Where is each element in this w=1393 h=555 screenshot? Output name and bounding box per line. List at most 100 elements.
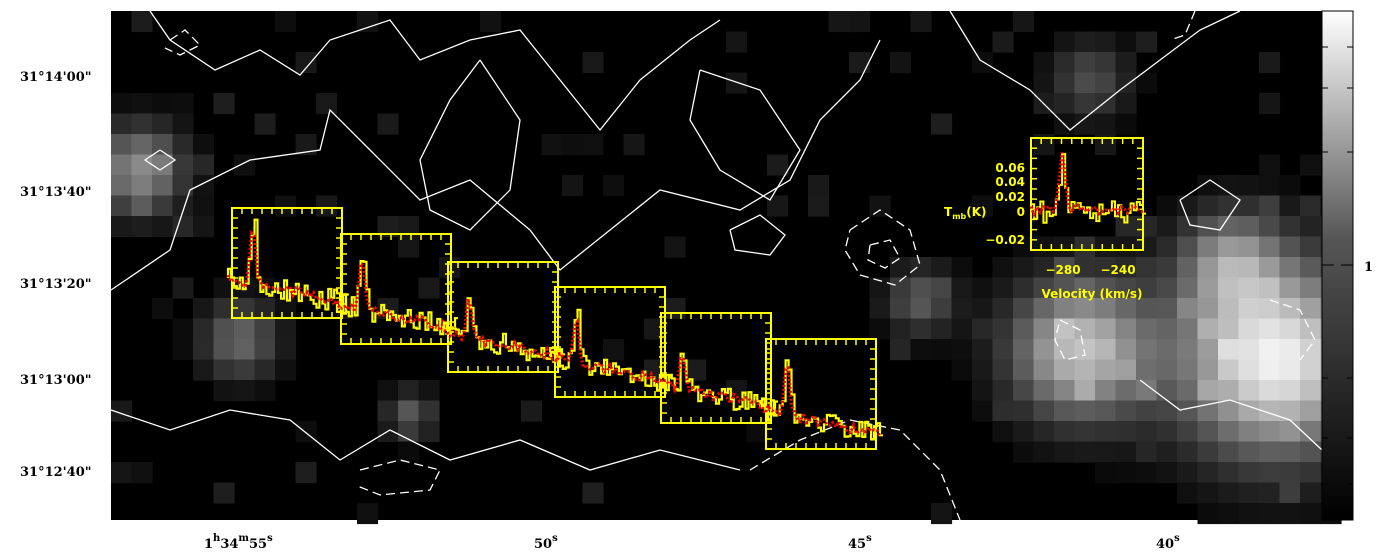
map-pixel bbox=[1033, 400, 1055, 422]
map-pixel bbox=[931, 257, 953, 279]
map-pixel bbox=[582, 52, 604, 74]
map-pixel bbox=[1197, 380, 1219, 402]
map-pixel bbox=[1218, 257, 1240, 279]
map-pixel bbox=[951, 257, 973, 279]
map-pixel bbox=[1054, 339, 1076, 361]
inset-xtick-1: −280 bbox=[1045, 263, 1080, 277]
map-pixel bbox=[972, 298, 994, 320]
inset-ytick-5: −0.02 bbox=[985, 233, 1025, 247]
map-pixel bbox=[951, 339, 973, 361]
contour-line bbox=[1169, 10, 1196, 41]
map-pixel bbox=[1259, 175, 1281, 197]
map-pixel bbox=[849, 52, 871, 74]
map-pixel bbox=[1259, 503, 1281, 525]
map-pixel bbox=[131, 175, 153, 197]
map-pixel bbox=[275, 195, 297, 217]
map-pixel bbox=[1279, 236, 1301, 258]
map-pixel bbox=[1054, 421, 1076, 443]
map-pixel bbox=[1300, 236, 1322, 258]
map-pixel bbox=[1095, 277, 1117, 299]
map-pixel bbox=[1095, 31, 1117, 53]
map-pixel bbox=[1136, 298, 1158, 320]
map-pixel bbox=[1279, 482, 1301, 504]
dec-tick-4: 31°13'00" bbox=[20, 373, 92, 388]
map-pixel bbox=[1115, 359, 1137, 381]
map-pixel bbox=[1074, 257, 1096, 279]
map-pixel bbox=[1054, 93, 1076, 115]
map-pixel bbox=[1218, 339, 1240, 361]
map-pixel bbox=[1197, 400, 1219, 422]
inset-xtick-2: −240 bbox=[1100, 263, 1135, 277]
spectrum-panel bbox=[760, 338, 883, 450]
map-pixel bbox=[398, 441, 420, 463]
map-pixel bbox=[1300, 441, 1322, 463]
map-pixel bbox=[1197, 462, 1219, 484]
map-pixel bbox=[1279, 216, 1301, 238]
map-pixel bbox=[152, 298, 174, 320]
map-pixel bbox=[1115, 72, 1137, 94]
map-pixel bbox=[1013, 257, 1035, 279]
map-pixel bbox=[275, 339, 297, 361]
map-pixel bbox=[869, 277, 891, 299]
contour-line bbox=[749, 419, 961, 521]
map-pixel bbox=[1033, 134, 1055, 156]
map-pixel bbox=[910, 11, 932, 33]
map-pixel bbox=[1238, 216, 1260, 238]
map-pixel bbox=[726, 72, 748, 94]
map-pixel bbox=[1095, 400, 1117, 422]
map-pixel bbox=[972, 400, 994, 422]
map-pixel bbox=[1033, 236, 1055, 258]
map-pixel bbox=[1013, 318, 1035, 340]
map-pixel bbox=[152, 93, 174, 115]
map-pixel bbox=[1177, 462, 1199, 484]
map-pixel bbox=[1074, 441, 1096, 463]
map-pixel bbox=[1218, 462, 1240, 484]
map-pixel bbox=[1115, 113, 1137, 135]
map-pixel bbox=[1115, 318, 1137, 340]
inset-ytick-3: 0.02 bbox=[995, 190, 1025, 204]
map-pixel bbox=[172, 277, 194, 299]
map-pixel bbox=[1197, 195, 1219, 217]
map-pixel bbox=[1300, 277, 1322, 299]
map-pixel bbox=[193, 359, 215, 381]
map-pixel bbox=[1238, 277, 1260, 299]
map-pixel bbox=[664, 236, 686, 258]
map-pixel bbox=[131, 216, 153, 238]
map-pixel bbox=[377, 400, 399, 422]
map-pixel bbox=[1300, 318, 1322, 340]
map-pixel bbox=[1279, 175, 1301, 197]
map-pixel bbox=[1279, 359, 1301, 381]
contour-line bbox=[844, 209, 921, 286]
map-pixel bbox=[1074, 72, 1096, 94]
map-pixel bbox=[1074, 421, 1096, 443]
spectrum-panel bbox=[549, 286, 672, 398]
map-pixel bbox=[890, 52, 912, 74]
map-pixel bbox=[131, 134, 153, 156]
map-pixel bbox=[377, 113, 399, 135]
map-pixel bbox=[398, 236, 420, 258]
map-pixel bbox=[1115, 93, 1137, 115]
map-pixel bbox=[767, 195, 789, 217]
map-pixel bbox=[931, 298, 953, 320]
map-pixel bbox=[931, 277, 953, 299]
map-pixel bbox=[890, 298, 912, 320]
inset-xlabel: Velocity (km/s) bbox=[1041, 287, 1142, 301]
map-pixel bbox=[213, 380, 235, 402]
map-pixel bbox=[562, 134, 584, 156]
map-pixel bbox=[254, 298, 276, 320]
map-pixel bbox=[1218, 318, 1240, 340]
map-pixel bbox=[1259, 93, 1281, 115]
map-pixel bbox=[1095, 441, 1117, 463]
map-pixel bbox=[152, 134, 174, 156]
map-pixel bbox=[1218, 482, 1240, 504]
map-pixel bbox=[869, 298, 891, 320]
map-pixel bbox=[480, 11, 502, 33]
inset-frame bbox=[1029, 137, 1147, 251]
map-pixel bbox=[1115, 52, 1137, 74]
map-pixel bbox=[1054, 318, 1076, 340]
map-pixel bbox=[1115, 462, 1137, 484]
map-pixel bbox=[910, 339, 932, 361]
contour-line bbox=[110, 39, 881, 291]
map-pixel bbox=[172, 195, 194, 217]
map-pixel bbox=[1259, 359, 1281, 381]
